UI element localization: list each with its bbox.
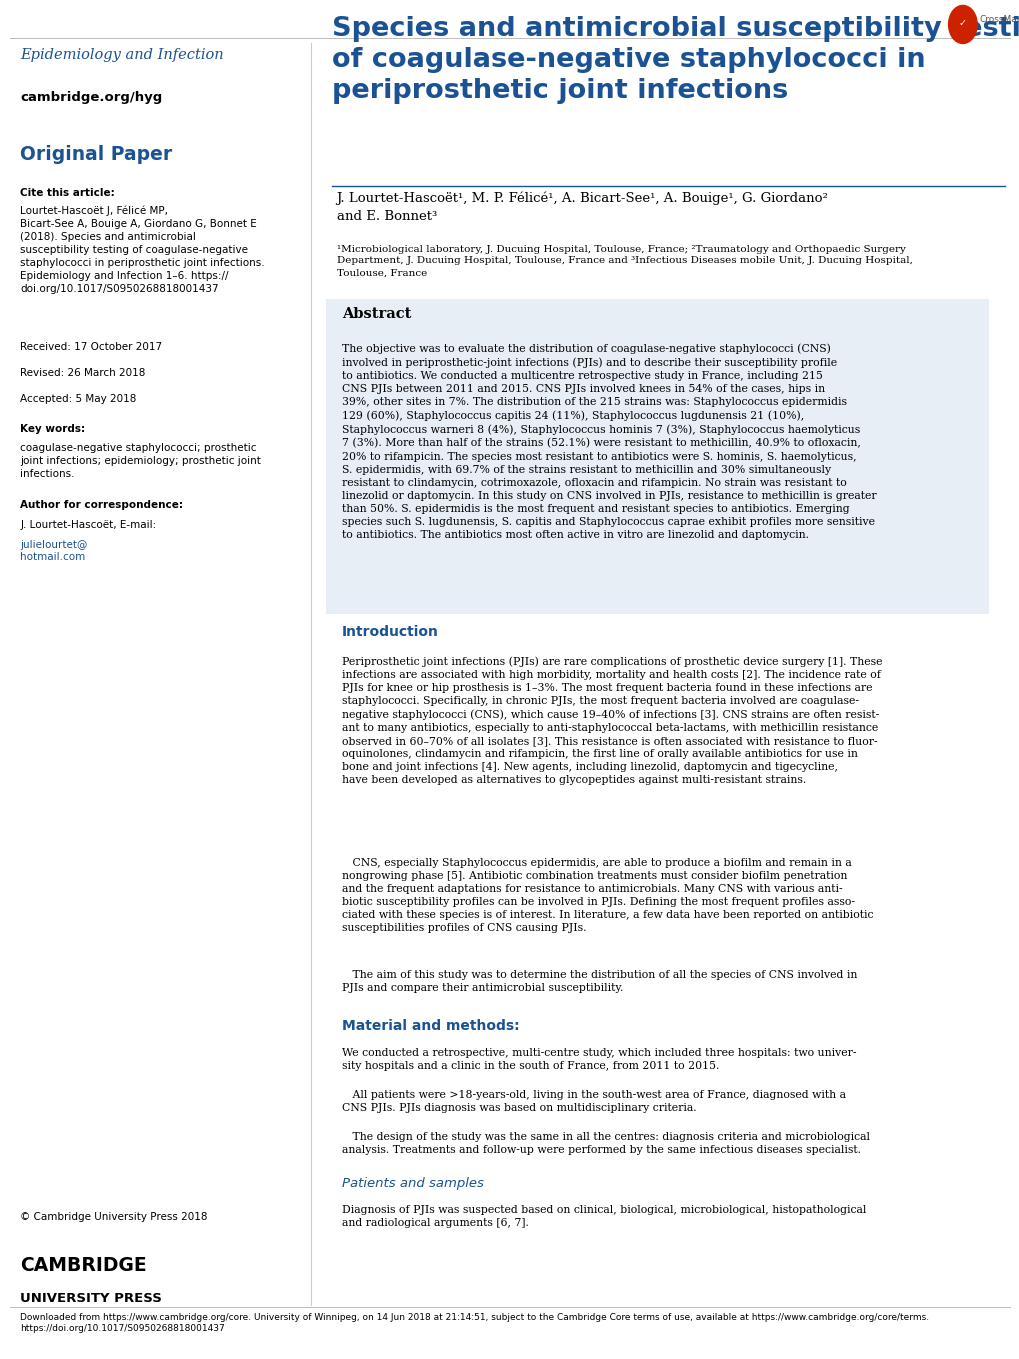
Text: Diagnosis of PJIs was suspected based on clinical, biological, microbiological, : Diagnosis of PJIs was suspected based on… [341, 1205, 865, 1229]
Text: ¹Microbiological laboratory, J. Ducuing Hospital, Toulouse, France; ²Traumatolog: ¹Microbiological laboratory, J. Ducuing … [336, 245, 912, 277]
Text: cambridge.org/hyg: cambridge.org/hyg [20, 91, 162, 105]
Text: UNIVERSITY PRESS: UNIVERSITY PRESS [20, 1292, 162, 1306]
Text: All patients were >18-years-old, living in the south-west area of France, diagno: All patients were >18-years-old, living … [341, 1090, 845, 1113]
Circle shape [948, 5, 976, 43]
Text: Patients and samples: Patients and samples [341, 1177, 483, 1190]
Text: Revised: 26 March 2018: Revised: 26 March 2018 [20, 368, 146, 378]
Text: Original Paper: Original Paper [20, 145, 172, 164]
Text: Author for correspondence:: Author for correspondence: [20, 500, 183, 510]
Text: The design of the study was the same in all the centres: diagnosis criteria and : The design of the study was the same in … [341, 1132, 869, 1155]
Text: Cite this article:: Cite this article: [20, 188, 118, 197]
Text: Lourtet-Hascoët J, Félicé MP,
Bicart-See A, Bouige A, Giordano G, Bonnet E
(2018: Lourtet-Hascoët J, Félicé MP, Bicart-See… [20, 205, 265, 294]
Text: Downloaded from https://www.cambridge.org/core. University of Winnipeg, on 14 Ju: Downloaded from https://www.cambridge.or… [20, 1313, 928, 1333]
Text: Species and antimicrobial susceptibility testing
of coagulase-negative staphyloc: Species and antimicrobial susceptibility… [331, 16, 1019, 105]
Text: We conducted a retrospective, multi-centre study, which included three hospitals: We conducted a retrospective, multi-cent… [341, 1048, 855, 1071]
Text: CAMBRIDGE: CAMBRIDGE [20, 1256, 147, 1275]
Text: The aim of this study was to determine the distribution of all the species of CN: The aim of this study was to determine t… [341, 970, 856, 993]
Text: Key words:: Key words: [20, 424, 86, 434]
Text: Periprosthetic joint infections (PJIs) are rare complications of prosthetic devi: Periprosthetic joint infections (PJIs) a… [341, 656, 881, 786]
Text: CrossMark: CrossMark [978, 15, 1019, 24]
Text: Material and methods:: Material and methods: [341, 1019, 519, 1033]
Text: J. Lourtet-Hascoët¹, M. P. Félicé¹, A. Bicart-See¹, A. Bouige¹, G. Giordano²
and: J. Lourtet-Hascoët¹, M. P. Félicé¹, A. B… [336, 192, 827, 223]
Text: julielourtet@
hotmail.com: julielourtet@ hotmail.com [20, 540, 88, 563]
Text: CNS, especially Staphylococcus epidermidis, are able to produce a biofilm and re: CNS, especially Staphylococcus epidermid… [341, 858, 872, 932]
Text: Epidemiology and Infection: Epidemiology and Infection [20, 48, 224, 61]
Text: © Cambridge University Press 2018: © Cambridge University Press 2018 [20, 1212, 208, 1222]
Text: Accepted: 5 May 2018: Accepted: 5 May 2018 [20, 394, 137, 404]
Text: ✓: ✓ [958, 18, 966, 29]
FancyBboxPatch shape [326, 299, 988, 614]
Text: J. Lourtet-Hascoët, E-mail:: J. Lourtet-Hascoët, E-mail: [20, 520, 160, 530]
Text: Received: 17 October 2017: Received: 17 October 2017 [20, 342, 162, 352]
Text: coagulase-negative staphylococci; prosthetic
joint infections; epidemiology; pro: coagulase-negative staphylococci; prosth… [20, 443, 261, 480]
Text: Introduction: Introduction [341, 625, 438, 639]
Text: The objective was to evaluate the distribution of coagulase-negative staphylococ: The objective was to evaluate the distri… [341, 344, 875, 540]
Text: Abstract: Abstract [341, 307, 411, 321]
